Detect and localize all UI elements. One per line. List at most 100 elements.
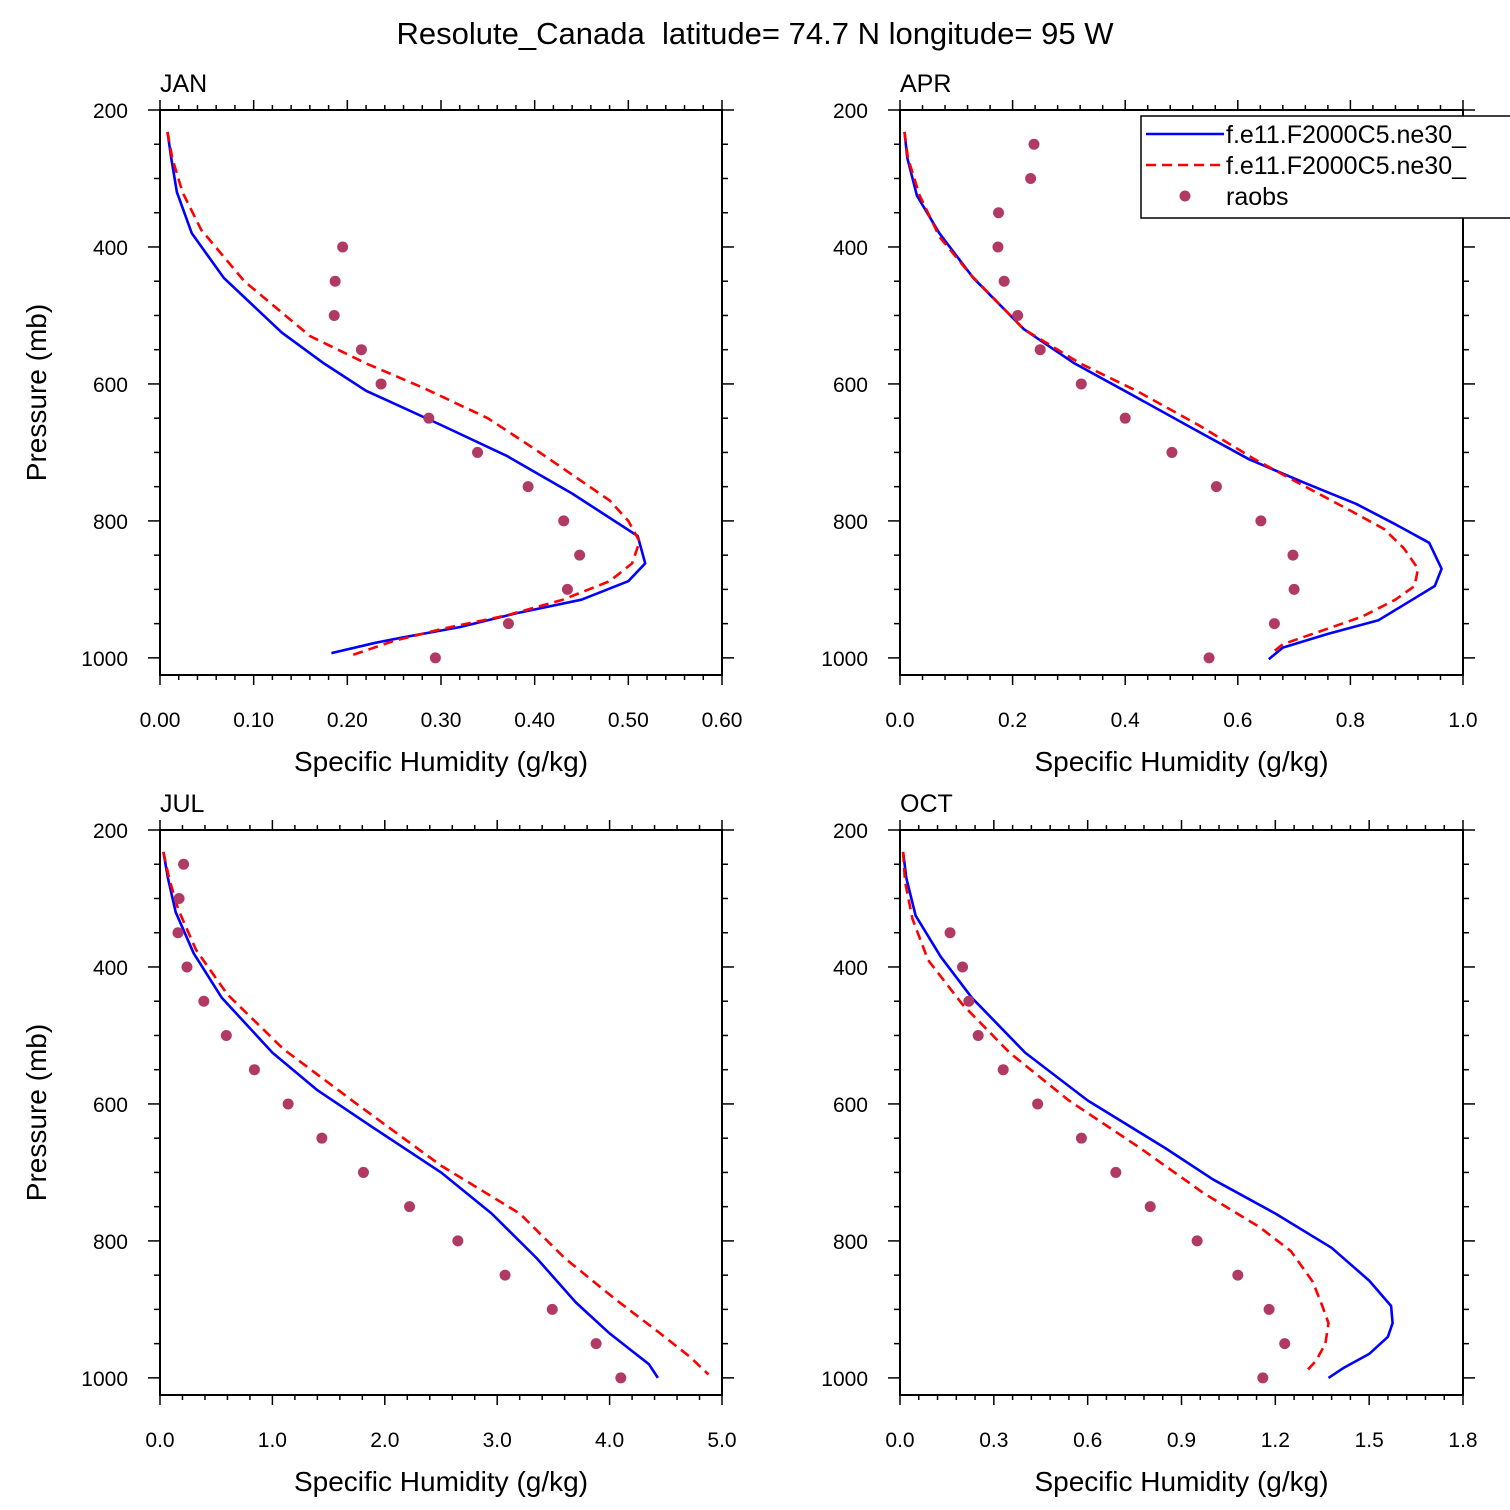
x-tick-label: 0.10	[233, 709, 274, 732]
y-tick-label: 800	[93, 511, 128, 534]
y-tick-label: 600	[93, 1094, 128, 1117]
x-tick-label: 0.2	[998, 709, 1027, 732]
raobs-point	[561, 583, 573, 595]
raobs-point	[357, 1166, 369, 1178]
raobs-point	[375, 378, 387, 390]
model-line-solid	[166, 131, 647, 655]
raobs-point	[502, 618, 514, 630]
plot-area	[166, 131, 647, 664]
x-tick-label: 0.9	[1167, 1429, 1196, 1452]
y-tick-label: 200	[93, 820, 128, 843]
x-tick-label: 0.0	[885, 1429, 914, 1452]
x-axis-label: Specific Humidity (g/kg)	[294, 1466, 588, 1497]
panel-oct: 0.0 0.3 0.6 0.9 1.2 1.5 1.8 200 400 600 800 1000 OCT…	[821, 790, 1477, 1497]
raobs-point	[998, 275, 1010, 287]
panel-title: JUL	[160, 790, 205, 818]
raobs-point	[1119, 412, 1131, 424]
raobs-point	[1263, 1303, 1275, 1315]
raobs-point	[198, 995, 210, 1007]
raobs-point	[558, 515, 570, 527]
x-tick-label: 0.6	[1223, 709, 1252, 732]
y-tick-label: 600	[833, 1094, 868, 1117]
plot-area	[162, 851, 710, 1384]
model-line-solid	[903, 131, 1443, 661]
x-tick-label: 1.5	[1355, 1429, 1384, 1452]
raobs-point	[944, 927, 956, 939]
y-tick-label: 400	[833, 957, 868, 980]
raobs-point	[472, 446, 484, 458]
y-tick-label: 600	[833, 374, 868, 397]
model-line-dashed	[901, 851, 1330, 1372]
plot-frame	[159, 109, 723, 676]
panel-jan: 0.00 0.10 0.20 0.30 0.40 0.50 0.60 200 400 600 800…	[21, 70, 742, 777]
y-tick-label: 1000	[81, 1368, 128, 1391]
panels-group: 0.00 0.10 0.20 0.30 0.40 0.50 0.60 200 400 600 800…	[21, 70, 1478, 1497]
x-tick-label: 0.8	[1336, 709, 1365, 732]
raobs-point	[1012, 309, 1024, 321]
panel-title: OCT	[900, 790, 953, 818]
raobs-point	[590, 1338, 602, 1350]
x-axis-label: Specific Humidity (g/kg)	[1034, 746, 1328, 777]
raobs-point	[1110, 1166, 1122, 1178]
y-tick-label: 200	[833, 100, 868, 123]
raobs-point	[522, 481, 534, 493]
y-axis-label: Pressure (mb)	[21, 304, 52, 481]
raobs-point	[429, 652, 441, 664]
raobs-point	[963, 995, 975, 1007]
raobs-point	[1075, 1132, 1087, 1144]
raobs-point	[1232, 1269, 1244, 1281]
x-tick-label: 4.0	[595, 1429, 624, 1452]
raobs-point	[997, 1064, 1009, 1076]
x-axis-label: Specific Humidity (g/kg)	[1034, 1466, 1328, 1497]
x-tick-label: 0.0	[145, 1429, 174, 1452]
raobs-point	[1075, 378, 1087, 390]
x-tick-label: 0.00	[140, 709, 181, 732]
panel-title: JAN	[160, 70, 207, 98]
plot-frame	[899, 829, 1464, 1396]
raobs-point	[337, 241, 349, 253]
raobs-point	[1210, 481, 1222, 493]
legend-label: f.e11.F2000C5.ne30_	[1226, 152, 1467, 180]
raobs-point	[178, 858, 190, 870]
raobs-point	[972, 1029, 984, 1041]
x-tick-label: 3.0	[483, 1429, 512, 1452]
y-tick-label: 200	[833, 820, 868, 843]
y-tick-label: 1000	[821, 1368, 868, 1391]
x-tick-label: 1.0	[1448, 709, 1477, 732]
legend-label: raobs	[1226, 183, 1289, 211]
raobs-point	[1287, 549, 1299, 561]
panel-apr: 0.0 0.2 0.4 0.6 0.8 1.0 200 400 600 800 1000 APR Spe…	[821, 70, 1477, 777]
x-tick-label: 0.6	[1073, 1429, 1102, 1452]
plot-frame	[159, 829, 723, 1396]
raobs-point	[615, 1372, 627, 1384]
raobs-point	[499, 1269, 511, 1281]
model-line-dashed	[162, 851, 710, 1376]
x-tick-label: 1.8	[1448, 1429, 1477, 1452]
y-tick-label: 1000	[81, 648, 128, 671]
x-tick-label: 1.2	[1261, 1429, 1290, 1452]
x-tick-label: 0.30	[421, 709, 462, 732]
raobs-point	[1034, 344, 1046, 356]
raobs-point	[282, 1098, 294, 1110]
plot-area	[903, 131, 1443, 664]
model-line-dashed	[166, 131, 641, 658]
raobs-point	[1268, 618, 1280, 630]
raobs-point	[1203, 652, 1215, 664]
x-tick-label: 0.3	[979, 1429, 1008, 1452]
x-tick-label: 0.20	[327, 709, 368, 732]
legend-label: f.e11.F2000C5.ne30_	[1226, 121, 1467, 149]
x-tick-label: 0.50	[608, 709, 649, 732]
x-axis-label: Specific Humidity (g/kg)	[294, 746, 588, 777]
raobs-point	[220, 1029, 232, 1041]
x-tick-label: 2.0	[370, 1429, 399, 1452]
y-tick-label: 600	[93, 374, 128, 397]
y-tick-label: 800	[93, 1231, 128, 1254]
raobs-point	[248, 1064, 260, 1076]
raobs-point	[452, 1235, 464, 1247]
y-tick-label: 800	[833, 511, 868, 534]
panel-title: APR	[900, 70, 951, 98]
y-axis-label: Pressure (mb)	[21, 1024, 52, 1201]
legend: f.e11.F2000C5.ne30_ f.e11.F2000C5.ne30_ra…	[1140, 115, 1510, 219]
plot-area	[901, 851, 1394, 1384]
